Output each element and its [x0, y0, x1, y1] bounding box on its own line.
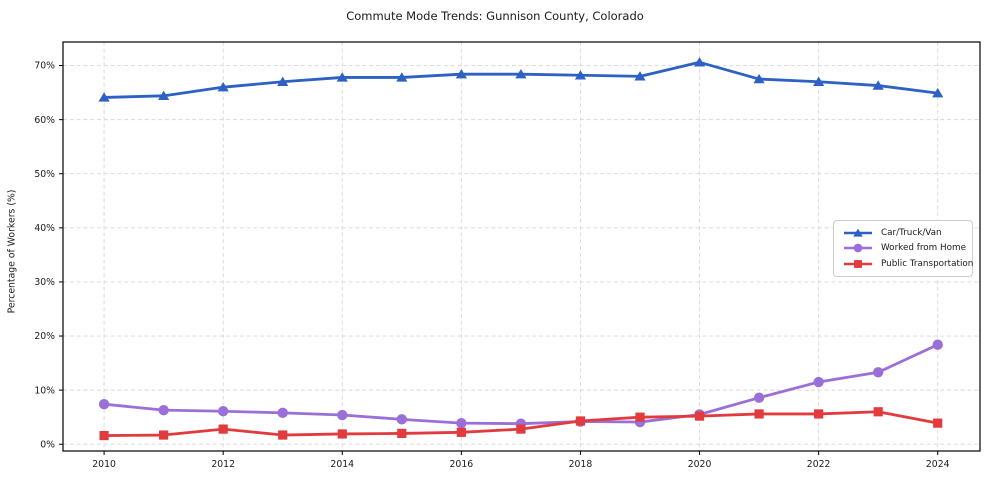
x-tick-label: 2012 [211, 459, 235, 470]
triangle-marker [753, 73, 765, 84]
y-tick-label: 10% [34, 385, 55, 396]
square-marker [397, 428, 407, 439]
square-marker [873, 407, 883, 417]
square-marker [337, 429, 347, 439]
square-marker [694, 411, 705, 421]
square-marker [854, 260, 862, 269]
circle-marker [337, 409, 348, 421]
square-marker [99, 430, 109, 441]
series-car-truck-van [98, 57, 944, 102]
legend-label: Worked from Home [881, 243, 967, 254]
y-tick-label: 70% [34, 61, 55, 72]
chart-legend: Car/Truck/Van Worked from Home Public Tran… [833, 220, 973, 277]
y-tick-label: 30% [34, 277, 55, 288]
square-legend-swatch-icon [844, 260, 872, 269]
triangle-marker [277, 76, 289, 86]
chart-title: Commute Mode Trends: Gunnison County, Co… [346, 9, 644, 23]
plot-background [63, 42, 980, 451]
triangle-legend-swatch-icon [844, 228, 872, 237]
legend-item-worked-from-home: Worked from Home [842, 241, 966, 256]
circle-legend-swatch-icon [844, 244, 872, 253]
triangle-marker [634, 71, 646, 81]
circle-marker [456, 417, 467, 429]
square-marker [814, 409, 824, 419]
y-tick-label: 50% [34, 169, 55, 180]
triangle-marker [574, 70, 587, 80]
square-marker [456, 427, 466, 437]
triangle-marker [158, 90, 170, 101]
circle-marker [98, 399, 110, 410]
circle-marker [753, 392, 765, 403]
legend-label: Car/Truck/Van [881, 227, 942, 238]
triangle-marker [515, 68, 527, 79]
triangle-marker [336, 72, 348, 82]
x-tick-label: 2022 [807, 459, 831, 470]
circle-marker [813, 376, 824, 388]
square-marker [516, 424, 526, 434]
series-public-transportation [99, 407, 943, 441]
square-marker [159, 430, 169, 440]
circle-marker [396, 414, 408, 425]
x-tick-label: 2020 [688, 459, 712, 470]
legend-label: Public Transportation [881, 259, 974, 270]
legend-item-car-truck-van: Car/Truck/Van [842, 225, 966, 240]
y-tick-label: 40% [34, 223, 55, 234]
circle-marker [932, 339, 943, 350]
triangle-marker [813, 76, 825, 86]
square-marker [933, 418, 943, 428]
circle-marker [217, 406, 229, 417]
plot-border [62, 41, 981, 452]
triangle-marker [396, 72, 408, 82]
square-marker [635, 412, 645, 422]
triangle-marker [853, 228, 863, 237]
square-marker [575, 416, 586, 426]
y-tick-label: 60% [34, 115, 55, 126]
square-marker [754, 409, 764, 419]
x-tick-label: 2014 [330, 459, 354, 470]
circle-marker [872, 367, 884, 378]
legend-item-public-transportation: Public Transportation [842, 257, 973, 272]
y-tick-label: 20% [34, 331, 55, 342]
triangle-marker [455, 68, 467, 79]
circle-marker [158, 404, 169, 416]
x-tick-label: 2016 [450, 459, 474, 470]
triangle-marker [693, 57, 706, 67]
circle-marker [853, 244, 863, 253]
circle-marker [277, 407, 288, 419]
triangle-marker [872, 80, 884, 90]
triangle-marker [217, 81, 229, 92]
x-tick-label: 2024 [926, 459, 950, 470]
x-tick-label: 2018 [569, 459, 593, 470]
y-tick-label: 0% [40, 439, 55, 450]
square-marker [218, 424, 228, 434]
triangle-marker [932, 87, 944, 98]
x-tick-label: 2010 [92, 459, 116, 470]
triangle-marker [98, 92, 110, 102]
square-marker [278, 430, 288, 440]
